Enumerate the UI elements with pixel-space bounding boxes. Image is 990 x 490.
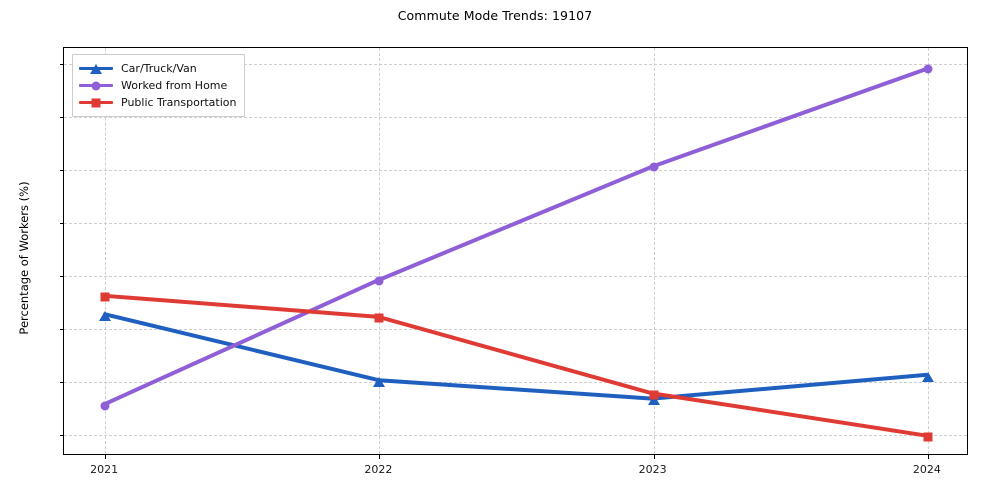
legend-label: Car/Truck/Van <box>121 62 197 75</box>
chart-legend[interactable]: Car/Truck/Van Worked from Home Public Tran… <box>72 54 246 117</box>
y-axis-tick-mark <box>59 328 64 330</box>
gridline-vertical <box>379 48 381 454</box>
legend-swatch <box>79 96 113 110</box>
legend-swatch <box>79 79 113 93</box>
data-point-marker <box>647 395 660 406</box>
series-line-2 <box>103 293 928 438</box>
gridline-vertical <box>105 48 107 454</box>
x-axis-tick-mark <box>105 454 107 459</box>
series-line-0 <box>103 312 928 401</box>
legend-item-1[interactable]: Worked from Home <box>79 77 236 94</box>
chart-title: Commute Mode Trends: 19107 <box>397 8 593 23</box>
data-point-marker <box>100 292 110 302</box>
x-axis-tick-label: 2024 <box>912 463 941 476</box>
y-axis-tick-mark <box>59 63 64 65</box>
y-axis-tick-mark <box>59 116 64 118</box>
gridline-vertical <box>927 48 929 454</box>
gridline-horizontal <box>64 169 967 171</box>
gridline-horizontal <box>64 63 967 65</box>
gridline-horizontal <box>64 381 967 383</box>
data-point-marker <box>649 162 659 172</box>
data-point-marker <box>100 401 110 411</box>
legend-item-0[interactable]: Car/Truck/Van <box>79 60 236 77</box>
y-axis-label: Percentage of Workers (%) <box>17 181 31 335</box>
data-point-marker <box>923 432 933 442</box>
y-axis-tick-mark <box>59 381 64 383</box>
gridline-horizontal <box>64 434 967 436</box>
data-point-marker <box>921 371 934 382</box>
gridline-vertical <box>653 48 655 454</box>
series-line-1 <box>103 67 928 406</box>
x-axis-tick-label: 2022 <box>364 463 393 476</box>
x-axis-tick-label: 2021 <box>90 463 119 476</box>
x-axis-tick-mark <box>927 454 929 459</box>
data-point-marker <box>373 376 386 387</box>
legend-label: Public Transportation <box>121 96 237 109</box>
x-axis-tick-mark <box>653 454 655 459</box>
data-point-marker <box>374 313 384 323</box>
data-point-marker <box>99 310 112 321</box>
x-axis-tick-label: 2023 <box>638 463 667 476</box>
gridline-horizontal <box>64 328 967 330</box>
data-point-marker <box>923 64 933 74</box>
plot-area: Car/Truck/Van Worked from Home Public Tran… <box>59 47 968 459</box>
gridline-horizontal <box>64 116 967 118</box>
data-point-marker <box>649 390 659 400</box>
legend-swatch <box>79 62 113 76</box>
legend-label: Worked from Home <box>121 79 228 92</box>
y-axis-tick-mark <box>59 169 64 171</box>
y-axis-tick-mark <box>59 275 64 277</box>
y-axis-tick-mark <box>59 434 64 436</box>
y-axis-tick-mark <box>59 222 64 224</box>
legend-item-2[interactable]: Public Transportation <box>79 94 236 111</box>
x-axis-tick-mark <box>379 454 381 459</box>
gridline-horizontal <box>64 275 967 277</box>
data-point-marker <box>374 276 384 286</box>
series-lines <box>103 67 928 438</box>
